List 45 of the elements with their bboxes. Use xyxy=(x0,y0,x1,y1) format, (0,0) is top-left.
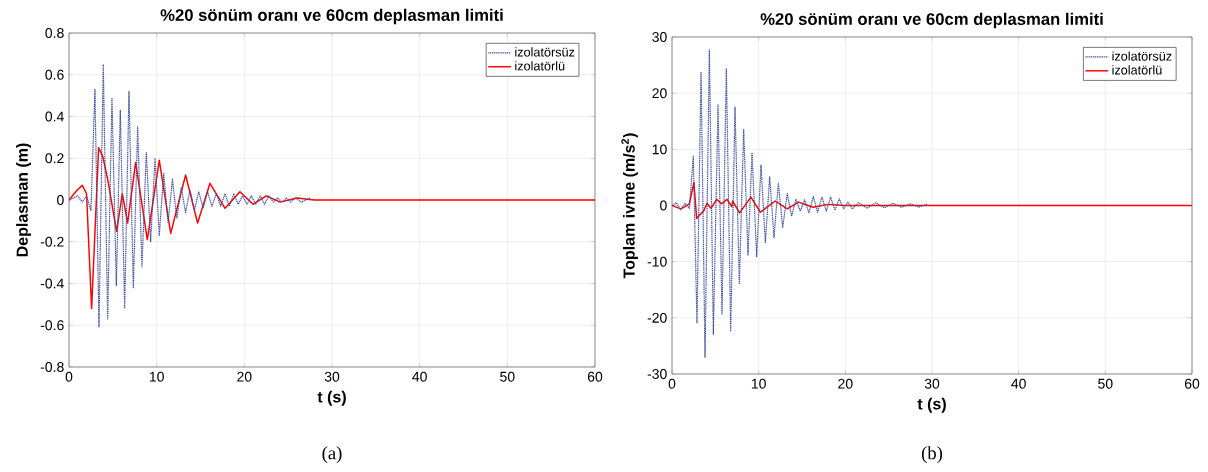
chart-title: %20 sönüm oranı ve 60cm deplasman limiti xyxy=(760,12,1103,29)
legend-label: izolatörlü xyxy=(515,61,565,71)
y-axis-title: Toplam ivme (m/s$^{2}$) xyxy=(621,133,638,279)
y-tick-label: 0.6 xyxy=(45,69,64,80)
y-tick-label: 30 xyxy=(652,32,667,42)
x-tick-label: 20 xyxy=(237,371,252,382)
x-tick-label: 10 xyxy=(751,378,766,389)
x-axis-title: t (s) xyxy=(917,397,946,413)
x-tick-label: 60 xyxy=(587,371,603,382)
y-tick-label: 0.2 xyxy=(45,153,64,164)
y-tick-label: -0.8 xyxy=(40,362,64,372)
line-series xyxy=(672,49,929,358)
x-tick-label: 30 xyxy=(924,378,940,389)
chart-title: %20 sönüm oranı ve 60cm deplasman limiti xyxy=(160,8,503,25)
y-tick-label: 0 xyxy=(660,200,667,211)
x-tick-label: 0 xyxy=(65,371,73,382)
y-axis-title: Deplasman (m) xyxy=(16,143,32,257)
y-tick-label: -0.4 xyxy=(40,278,64,289)
legend-label: izolatörlü xyxy=(1112,65,1162,75)
y-tick-label: 10 xyxy=(652,144,667,155)
x-tick-label: 50 xyxy=(500,371,515,382)
y-tick-label: -10 xyxy=(647,256,667,267)
line-series xyxy=(672,181,1192,220)
legend-label: izolatörsüz xyxy=(515,47,575,57)
y-tick-label: 0.4 xyxy=(45,111,64,122)
y-tick-label: 20 xyxy=(652,88,667,99)
x-axis-title: t (s) xyxy=(317,390,346,406)
x-tick-label: 60 xyxy=(1184,378,1200,389)
x-tick-label: 30 xyxy=(324,371,340,382)
y-tick-label: -20 xyxy=(647,312,667,323)
y-tick-label: -0.6 xyxy=(40,320,64,331)
y-tick-label: -30 xyxy=(647,369,667,379)
line-series xyxy=(69,147,595,310)
y-tick-label: -0.2 xyxy=(40,236,64,247)
text: (a) xyxy=(322,446,342,464)
x-tick-label: 0 xyxy=(668,378,676,389)
x-tick-label: 10 xyxy=(149,371,164,382)
y-tick-label: 0 xyxy=(57,195,64,205)
x-tick-label: 40 xyxy=(412,371,427,382)
x-tick-label: 50 xyxy=(1098,378,1113,389)
text: (b) xyxy=(921,446,943,464)
legend-label: izolatörsüz xyxy=(1112,51,1172,61)
y-tick-label: 0.8 xyxy=(45,28,64,38)
x-tick-label: 40 xyxy=(1011,378,1026,389)
x-tick-label: 20 xyxy=(838,378,853,389)
